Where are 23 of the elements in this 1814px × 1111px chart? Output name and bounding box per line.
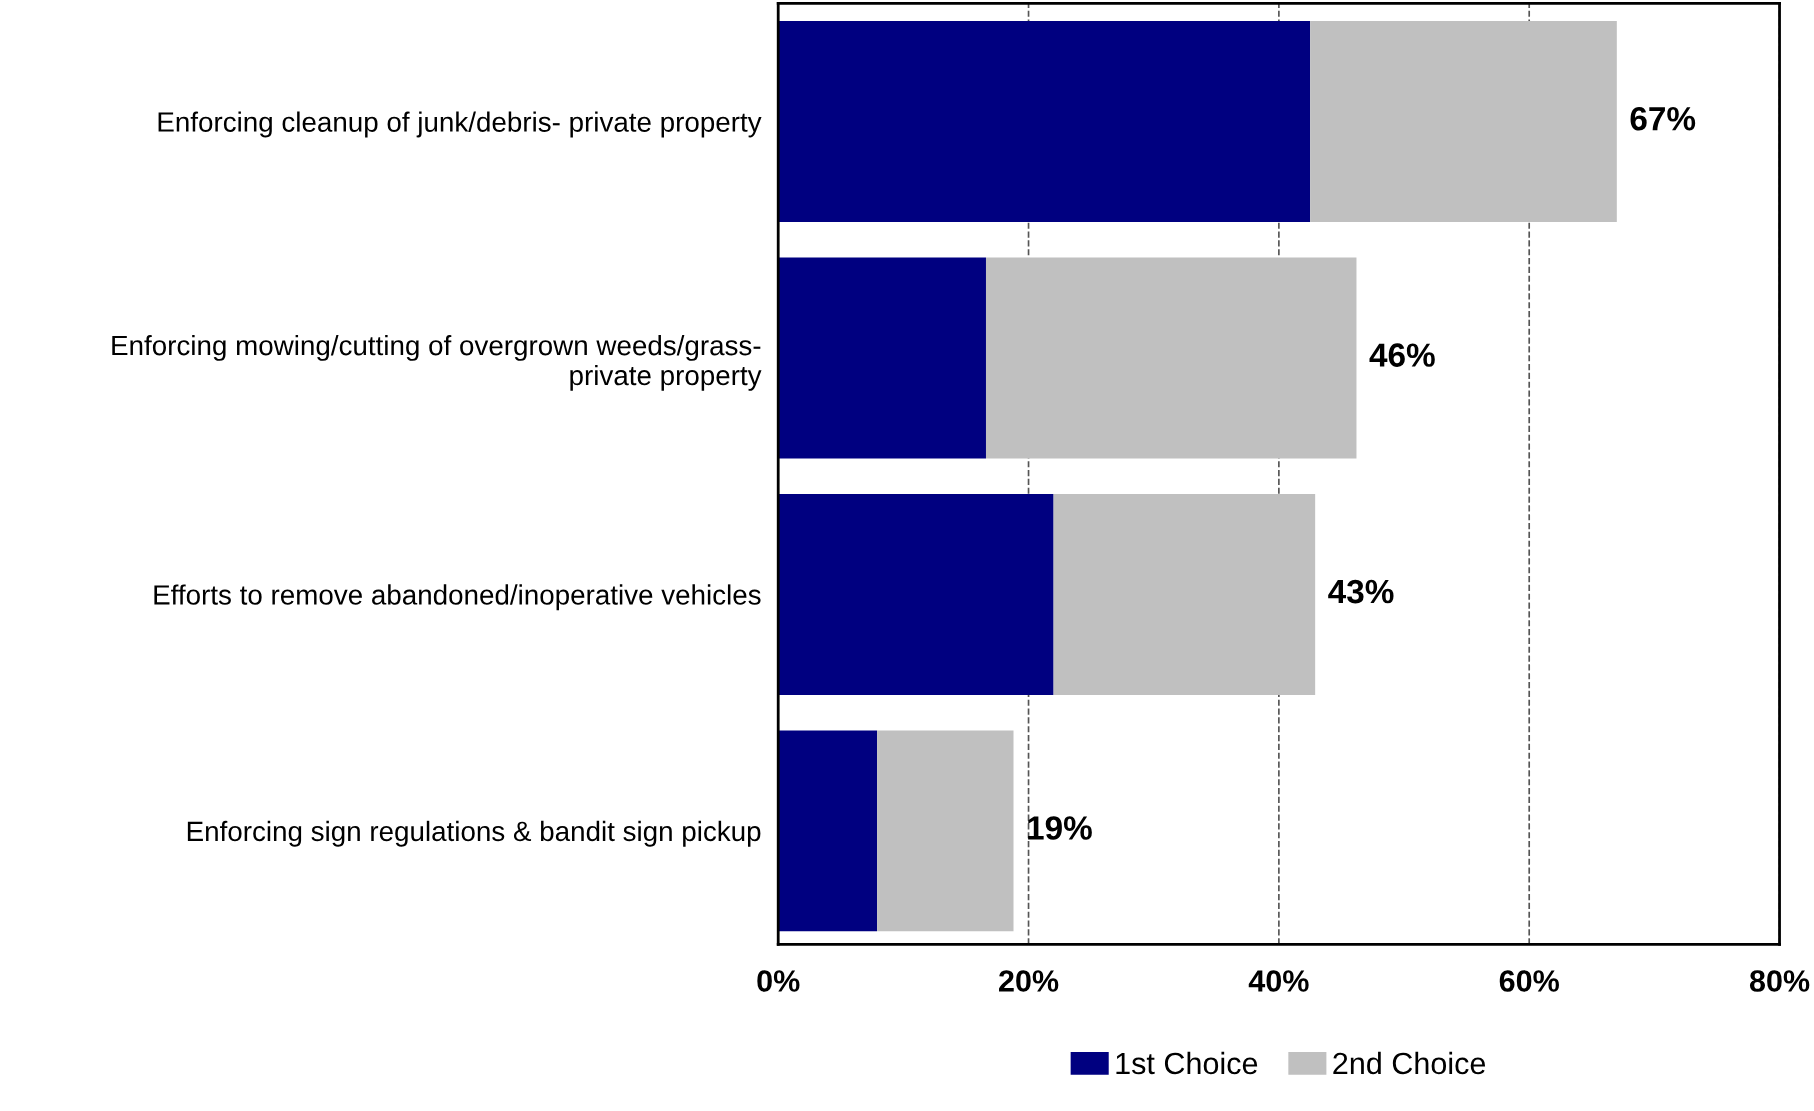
total-label: 67% xyxy=(1630,106,1696,131)
x-tick-label: 20% xyxy=(999,970,1059,992)
total-label: 46% xyxy=(1369,343,1435,367)
y-tick-label: Enforcing sign regulations & bandit sign pickup xyxy=(187,820,761,847)
bar xyxy=(985,257,1357,459)
bar xyxy=(1053,493,1316,695)
bar xyxy=(778,493,1054,695)
bar xyxy=(778,21,1311,223)
bar xyxy=(778,257,986,459)
total-label: 43% xyxy=(1328,579,1394,604)
y-tick-label: Enforcing mowing/cutting of overgrown weeds/grass- private property xyxy=(112,334,762,391)
bar xyxy=(877,730,1014,932)
bar xyxy=(778,730,878,932)
legend-label: 1st Choice xyxy=(1116,1051,1258,1075)
x-tick-label: 40% xyxy=(1248,970,1309,992)
y-tick-label: Efforts to remove abandoned/inoperative vehicles xyxy=(154,584,761,611)
total-label: 19% xyxy=(1028,816,1092,840)
x-tick-label: 0% xyxy=(757,970,800,992)
x-tick-label: 80% xyxy=(1749,970,1810,992)
x-tick-label: 60% xyxy=(1499,970,1559,992)
legend-label: 2nd Choice xyxy=(1333,1051,1486,1075)
bar xyxy=(1310,21,1617,223)
y-tick-label: Enforcing cleanup of junk/debris- private property xyxy=(158,111,762,138)
